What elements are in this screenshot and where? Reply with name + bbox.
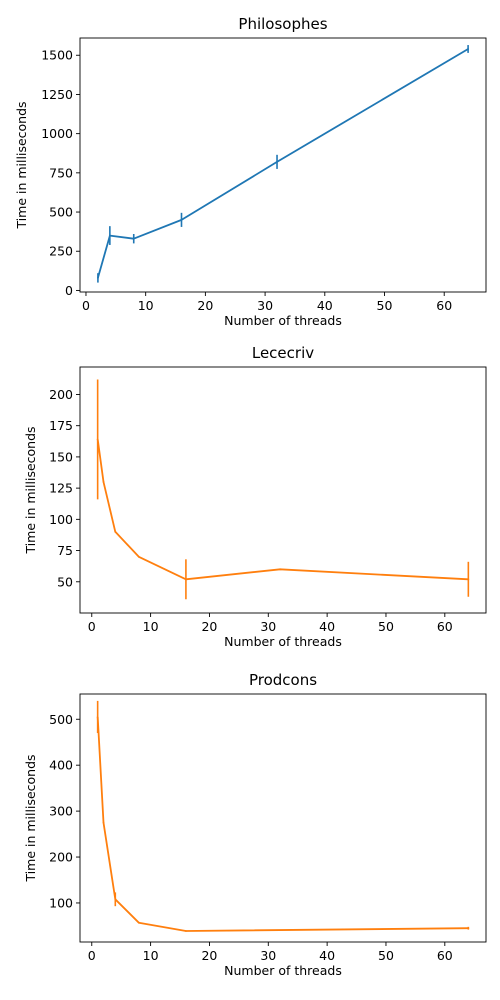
y-tick-label: 300	[49, 804, 73, 819]
data-point	[185, 930, 187, 932]
x-tick-label: 20	[197, 298, 213, 313]
x-tick-label: 0	[88, 619, 96, 634]
x-tick-label: 20	[201, 948, 217, 963]
y-tick-label: 500	[49, 712, 73, 727]
y-tick-label: 1250	[41, 87, 73, 102]
data-point	[97, 276, 99, 279]
y-tick-label: 150	[49, 449, 73, 464]
data-point	[96, 716, 99, 718]
x-tick-label: 10	[143, 948, 159, 963]
data-point	[467, 927, 470, 930]
y-tick-label: 1000	[41, 126, 73, 141]
chart-lececriv: 0 10 20 30 40 50 60 50 75 100 125 150 175 200 Lececriv…	[23, 344, 487, 649]
x-tick-label: 40	[317, 298, 333, 313]
y-tick-label: 400	[49, 758, 73, 773]
x-axis-label: Number of threads	[224, 313, 342, 328]
data-point	[102, 821, 105, 824]
series-line	[96, 716, 469, 932]
x-tick-label: 10	[138, 298, 154, 313]
x-tick-label: 60	[437, 619, 453, 634]
x-tick-label: 40	[319, 619, 335, 634]
y-tick-label: 200	[49, 850, 73, 865]
y-tick-label: 1500	[41, 48, 73, 63]
chart-title: Philosophes	[238, 15, 327, 33]
chart-philosophes: 0 10 20 30 40 50 60 0 250 500 750 1000 1250 1500 Philo…	[14, 15, 487, 328]
x-tick-label: 60	[437, 948, 453, 963]
axes-frame	[79, 37, 487, 293]
data-point	[132, 237, 135, 240]
chart-prodcons: 0 10 20 30 40 50 60 100 200 300 400 500 Prodcons Numb…	[23, 671, 487, 978]
x-tick-label: 50	[378, 948, 394, 963]
x-tick-label: 50	[378, 619, 394, 634]
x-tick-label: 30	[260, 619, 276, 634]
x-tick-label: 30	[257, 298, 273, 313]
y-axis-label: Time in milliseconds	[23, 426, 38, 554]
data-point	[467, 48, 469, 50]
series-line	[97, 48, 469, 279]
x-axis-label: Number of threads	[224, 634, 342, 649]
y-tick-label: 175	[49, 418, 73, 433]
y-tick-label: 500	[49, 205, 73, 220]
x-tick-label: 10	[143, 619, 159, 634]
y-axis-label: Time in milliseconds	[23, 754, 38, 882]
x-tick-label: 30	[260, 948, 276, 963]
data-point	[108, 234, 111, 237]
chart-title: Prodcons	[249, 671, 317, 689]
data-point	[180, 218, 183, 221]
y-tick-label: 100	[49, 895, 73, 910]
x-tick-label: 60	[436, 298, 452, 313]
y-tick-label: 200	[49, 387, 73, 402]
x-tick-label: 0	[82, 298, 90, 313]
x-axis-label: Number of threads	[224, 963, 342, 978]
data-point	[467, 578, 470, 581]
data-point	[114, 530, 117, 533]
chart-title: Lececriv	[252, 344, 314, 362]
y-tick-label: 0	[65, 283, 73, 298]
data-point	[102, 480, 105, 483]
data-point	[137, 555, 140, 558]
x-tick-label: 20	[201, 619, 217, 634]
data-point	[279, 568, 281, 571]
y-tick-label: 125	[49, 481, 73, 496]
data-point	[96, 438, 99, 441]
axes-frame	[79, 693, 487, 943]
data-point	[276, 160, 278, 163]
series-line	[96, 439, 469, 581]
x-tick-label: 40	[319, 948, 335, 963]
y-tick-label: 750	[49, 165, 73, 180]
y-axis-label: Time in milliseconds	[14, 101, 29, 229]
y-tick-label: 250	[49, 244, 73, 259]
data-point	[137, 921, 140, 924]
y-tick-label: 50	[57, 574, 73, 589]
data-point	[114, 898, 117, 901]
y-tick-label: 75	[57, 543, 73, 558]
axes-frame	[79, 366, 487, 614]
y-tick-label: 100	[49, 512, 73, 527]
data-point	[185, 578, 187, 581]
x-tick-label: 50	[377, 298, 393, 313]
x-tick-label: 0	[88, 948, 96, 963]
